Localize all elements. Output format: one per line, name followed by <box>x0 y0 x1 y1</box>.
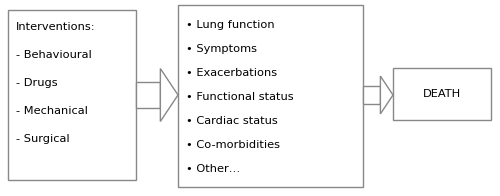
Polygon shape <box>160 69 178 122</box>
Text: • Co-morbidities: • Co-morbidities <box>186 140 280 150</box>
Text: - Drugs: - Drugs <box>16 78 58 88</box>
Polygon shape <box>380 76 393 114</box>
Text: • Lung function: • Lung function <box>186 20 274 30</box>
Text: - Mechanical: - Mechanical <box>16 106 88 116</box>
Bar <box>8 10 136 180</box>
Text: - Behavioural: - Behavioural <box>16 50 92 60</box>
Polygon shape <box>136 82 160 108</box>
Text: • Exacerbations: • Exacerbations <box>186 68 277 78</box>
Text: • Other…: • Other… <box>186 164 240 174</box>
Text: DEATH: DEATH <box>423 89 461 99</box>
Text: • Symptoms: • Symptoms <box>186 44 257 54</box>
Text: Interventions:: Interventions: <box>16 22 96 32</box>
Bar <box>178 5 363 187</box>
Polygon shape <box>363 85 380 104</box>
Text: • Cardiac status: • Cardiac status <box>186 116 278 126</box>
Text: • Functional status: • Functional status <box>186 92 294 102</box>
Bar <box>393 68 491 120</box>
Text: - Surgical: - Surgical <box>16 134 70 144</box>
